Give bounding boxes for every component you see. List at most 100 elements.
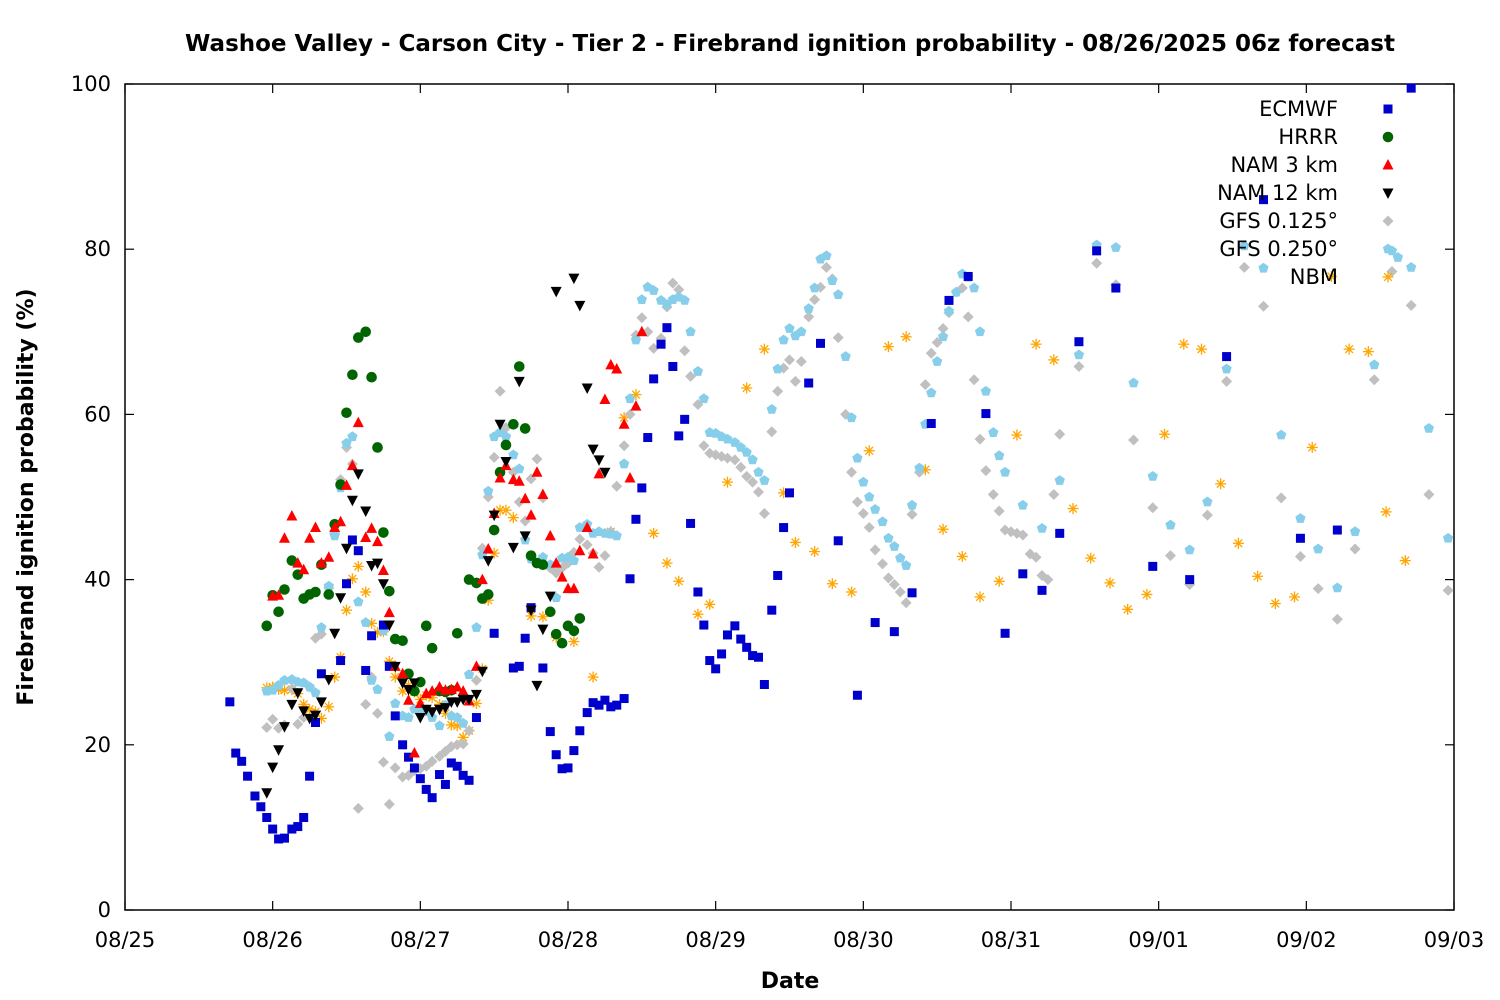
data-point <box>1111 283 1121 293</box>
data-point <box>1147 470 1158 481</box>
data-point <box>378 620 388 630</box>
data-point <box>624 408 636 420</box>
data-point <box>1258 300 1270 312</box>
data-point <box>600 695 610 705</box>
data-point <box>556 637 568 649</box>
data-point <box>643 433 653 443</box>
x-tick-label: 08/31 <box>981 928 1042 952</box>
x-tick-label: 08/30 <box>833 928 894 952</box>
data-point <box>463 669 475 679</box>
data-point <box>826 578 838 590</box>
data-point <box>914 462 925 473</box>
data-point <box>779 523 789 533</box>
data-point <box>525 605 537 617</box>
data-point <box>346 459 358 471</box>
data-point <box>482 543 494 554</box>
data-point <box>932 356 943 366</box>
data-point <box>778 334 789 345</box>
legend-label: HRRR <box>1278 125 1338 149</box>
data-point <box>323 589 335 600</box>
data-point <box>630 334 642 345</box>
data-point <box>525 509 537 520</box>
data-point <box>243 771 253 781</box>
data-point <box>267 713 279 725</box>
data-point <box>537 624 549 636</box>
data-point <box>729 454 741 466</box>
data-point <box>341 604 352 616</box>
data-point <box>323 675 335 686</box>
x-axis-ticks: 08/25 08/26 08/27 08/28 08/29 08/30 08/31 09/01… <box>95 84 1484 952</box>
data-point <box>482 556 494 567</box>
data-point <box>846 586 858 598</box>
data-point <box>698 440 710 452</box>
data-point <box>435 770 445 780</box>
data-point <box>789 536 801 548</box>
data-point <box>888 579 900 591</box>
series-nbm <box>261 270 1411 743</box>
data-point <box>439 703 451 714</box>
data-point <box>711 664 721 674</box>
data-point <box>494 472 506 483</box>
data-point <box>361 665 371 675</box>
data-point <box>551 750 561 760</box>
data-point <box>452 761 462 771</box>
data-point <box>1128 434 1140 446</box>
data-point <box>882 572 894 584</box>
data-point <box>1067 503 1079 515</box>
data-point <box>568 636 580 648</box>
data-point <box>1073 360 1085 372</box>
data-point <box>1048 354 1060 366</box>
data-point <box>329 530 340 541</box>
data-point <box>951 286 962 297</box>
data-point <box>310 687 321 698</box>
data-point <box>531 453 543 465</box>
data-point <box>286 555 298 566</box>
data-point <box>237 756 247 766</box>
data-point <box>821 250 832 261</box>
data-point <box>833 536 843 546</box>
data-point <box>901 560 912 570</box>
data-point <box>1110 242 1121 252</box>
data-point <box>673 284 685 296</box>
data-point <box>704 598 716 610</box>
data-point <box>1017 529 1029 541</box>
data-point <box>804 378 814 388</box>
data-point <box>336 656 346 666</box>
data-point <box>1275 492 1287 504</box>
data-point <box>372 558 384 570</box>
legend-label: NAM 3 km <box>1230 153 1338 177</box>
data-point <box>397 678 409 689</box>
data-point <box>463 725 475 737</box>
data-point <box>1325 270 1337 282</box>
data-point <box>1048 489 1060 501</box>
data-point <box>974 433 986 445</box>
data-point <box>471 713 481 723</box>
data-point <box>840 351 851 361</box>
data-point <box>968 374 980 386</box>
data-point <box>372 535 384 547</box>
data-point <box>408 747 420 758</box>
data-point <box>637 483 647 493</box>
data-point <box>685 326 696 337</box>
data-point <box>618 440 630 452</box>
data-point <box>262 812 272 822</box>
data-point <box>1362 346 1374 358</box>
data-point <box>735 461 747 473</box>
data-point <box>415 774 425 784</box>
data-point <box>926 387 937 398</box>
data-point <box>268 824 278 834</box>
data-point <box>581 383 593 394</box>
data-point <box>773 570 783 580</box>
data-point <box>483 485 494 496</box>
data-point <box>574 300 586 312</box>
data-point <box>1036 522 1048 533</box>
data-point <box>1331 613 1343 625</box>
data-point <box>698 393 709 404</box>
data-point <box>581 539 593 551</box>
data-point <box>993 505 1005 517</box>
data-point <box>692 608 704 620</box>
data-point <box>900 331 912 343</box>
legend-label: NBM <box>1290 265 1338 289</box>
data-point <box>1148 561 1158 571</box>
data-point <box>575 726 585 736</box>
